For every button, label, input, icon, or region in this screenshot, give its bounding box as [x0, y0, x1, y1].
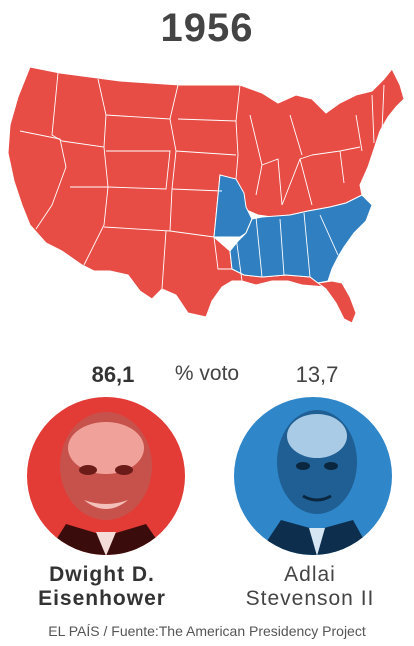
eisenhower-name-line2: Eisenhower	[38, 587, 166, 610]
us-election-map	[7, 66, 405, 324]
republican-states	[7, 66, 405, 318]
eisenhower-name: Dwight D. Eisenhower	[12, 563, 192, 611]
page-title: 1956	[160, 6, 254, 50]
stevenson-portrait	[234, 397, 392, 555]
eisenhower-percent: 86,1	[91, 362, 135, 387]
eisenhower-name-line1: Dwight D.	[49, 563, 155, 586]
democrat-south-states	[229, 194, 373, 284]
vote-percent-label: % voto	[174, 362, 240, 385]
eisenhower-portrait	[27, 397, 185, 555]
stevenson-name-line1: Adlai	[284, 563, 336, 586]
source-credit: EL PAÍS / Fuente:The American Presidency…	[48, 623, 366, 639]
stevenson-name-line2: Stevenson II	[245, 587, 375, 610]
florida-state	[316, 280, 357, 324]
stevenson-percent: 13,7	[295, 362, 339, 387]
state-borders	[19, 72, 385, 290]
stevenson-name: Adlai Stevenson II	[220, 563, 400, 611]
